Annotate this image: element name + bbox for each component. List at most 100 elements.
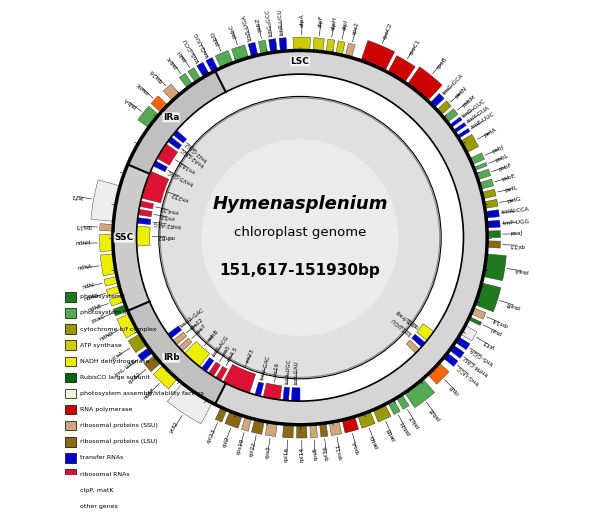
Wedge shape [215, 50, 487, 425]
Wedge shape [100, 224, 113, 231]
Text: psbT: psbT [409, 414, 421, 429]
Wedge shape [373, 405, 391, 422]
Wedge shape [137, 218, 151, 224]
Wedge shape [310, 424, 317, 438]
Text: trnG-UCC: trnG-UCC [457, 364, 481, 385]
Wedge shape [154, 365, 177, 389]
Text: psaA: psaA [514, 267, 529, 274]
Wedge shape [113, 165, 149, 311]
Text: SSC: SSC [114, 233, 133, 242]
Wedge shape [336, 41, 345, 55]
Wedge shape [265, 422, 277, 437]
Text: trnS-UGA: trnS-UGA [242, 13, 253, 41]
Wedge shape [279, 38, 287, 51]
Bar [65, 388, 76, 398]
Text: trnY-GUA: trnY-GUA [467, 105, 491, 124]
Wedge shape [487, 220, 500, 228]
Text: ndhI: ndhI [82, 282, 95, 290]
Wedge shape [485, 210, 499, 218]
Text: psaI: psaI [489, 326, 502, 336]
Wedge shape [449, 345, 464, 358]
Text: atpA: atpA [299, 14, 304, 27]
Wedge shape [428, 363, 449, 384]
Text: ndhH: ndhH [75, 240, 91, 246]
Text: psaC: psaC [91, 314, 107, 324]
Wedge shape [209, 362, 220, 376]
Circle shape [160, 98, 440, 378]
Text: chloroplast genome: chloroplast genome [234, 226, 366, 239]
Wedge shape [406, 340, 419, 353]
Wedge shape [358, 411, 375, 428]
Wedge shape [168, 326, 182, 338]
Wedge shape [313, 38, 325, 52]
Wedge shape [326, 39, 335, 53]
Bar [65, 469, 76, 479]
Wedge shape [329, 421, 341, 436]
Text: trnS-GCU: trnS-GCU [182, 37, 200, 63]
Wedge shape [167, 383, 212, 424]
Text: ndhF: ndhF [142, 387, 156, 400]
Text: atpF: atpF [317, 15, 324, 28]
Wedge shape [144, 355, 161, 372]
Wedge shape [443, 109, 458, 122]
Text: ndhG: ndhG [83, 293, 100, 302]
Wedge shape [455, 337, 470, 350]
Text: ndhD: ndhD [98, 330, 115, 342]
Wedge shape [100, 254, 116, 276]
Text: ribosomal proteins (LSU): ribosomal proteins (LSU) [80, 439, 157, 444]
Text: rpl36: rpl36 [323, 445, 330, 461]
Wedge shape [320, 423, 328, 437]
Text: trnQ-UUG: trnQ-UUG [193, 31, 210, 58]
Text: matK: matK [135, 81, 150, 95]
Text: photosystem II: photosystem II [80, 310, 127, 315]
Text: rps15: rps15 [75, 223, 92, 229]
Text: psbE: psbE [501, 174, 516, 182]
Wedge shape [283, 387, 290, 401]
Text: petL: petL [505, 185, 518, 193]
Wedge shape [255, 382, 263, 396]
Text: trnL-UAG: trnL-UAG [115, 358, 139, 378]
Text: rrn162: rrn162 [178, 160, 196, 174]
Text: clpP: clpP [449, 384, 461, 396]
Wedge shape [117, 314, 138, 338]
Wedge shape [437, 101, 451, 115]
Text: IRa: IRa [163, 113, 179, 122]
Wedge shape [361, 40, 395, 71]
Text: IRb: IRb [163, 353, 179, 362]
Text: trnA2-UGC: trnA2-UGC [179, 146, 206, 167]
Text: rpl32: rpl32 [128, 372, 142, 385]
Bar [65, 292, 76, 301]
Text: rpl22: rpl22 [249, 441, 257, 457]
Bar [65, 340, 76, 350]
Wedge shape [471, 308, 486, 319]
Text: rrn5: rrn5 [221, 344, 232, 356]
Text: rps3: rps3 [265, 445, 271, 459]
Text: psbM: psbM [461, 94, 476, 108]
Text: rrn23: rrn23 [245, 348, 255, 363]
Text: photosystem I: photosystem I [80, 294, 125, 299]
Bar [65, 308, 76, 318]
Text: trnV2-GAC: trnV2-GAC [179, 308, 206, 329]
Wedge shape [443, 353, 458, 366]
Wedge shape [397, 395, 409, 409]
Wedge shape [487, 231, 500, 238]
Wedge shape [100, 234, 113, 252]
Wedge shape [140, 201, 154, 209]
Wedge shape [487, 241, 500, 248]
Wedge shape [168, 137, 182, 149]
Bar [65, 356, 76, 366]
Text: rps7: rps7 [196, 323, 208, 335]
Wedge shape [476, 169, 491, 180]
Text: psbD: psbD [210, 30, 220, 46]
Bar [65, 501, 76, 511]
Wedge shape [151, 96, 167, 112]
Text: rpl33: rpl33 [509, 242, 524, 248]
Text: ycf1: ycf1 [71, 193, 84, 200]
Text: psbF: psbF [498, 162, 512, 171]
Text: trnV3-GAC: trnV3-GAC [166, 168, 194, 185]
Wedge shape [173, 131, 187, 143]
Text: rrn52: rrn52 [160, 213, 175, 220]
Wedge shape [179, 338, 192, 351]
Text: rpl16: rpl16 [284, 447, 290, 462]
Text: ccsA: ccsA [111, 350, 125, 362]
